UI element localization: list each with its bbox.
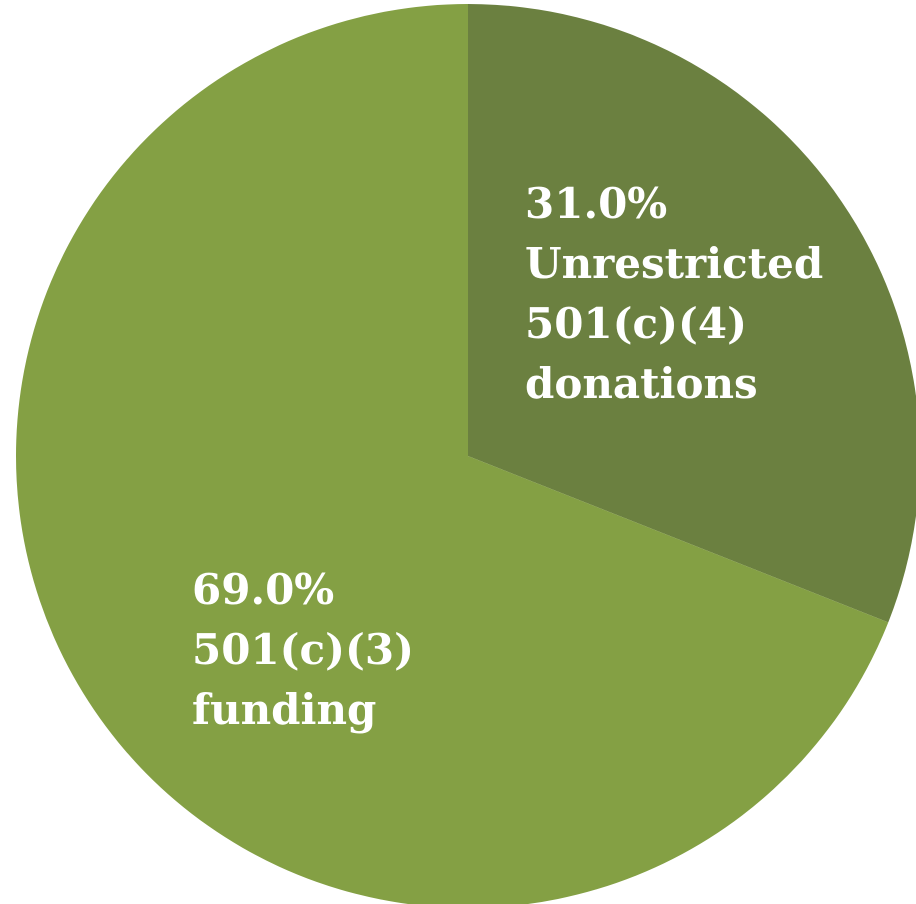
slice-label-line: funding [192,685,376,734]
pie-slice-c3 [16,4,889,904]
slice-label-line: 501(c)(3) [192,625,414,674]
slice-label-line: 501(c)(4) [525,299,747,348]
slice-label-501c3-funding: 69.0% 501(c)(3) funding [192,565,429,734]
slice-percent-label: 69.0% [192,565,334,614]
slice-label-unrestricted-501c4: 31.0% Unrestricted 501(c)(4) donations [525,179,838,408]
pie-slices [16,4,916,904]
pie-slice-c4 [468,4,916,623]
slice-label-line: donations [525,359,758,408]
slice-label-line: Unrestricted [525,239,823,288]
slice-percent-label: 31.0% [525,179,667,228]
